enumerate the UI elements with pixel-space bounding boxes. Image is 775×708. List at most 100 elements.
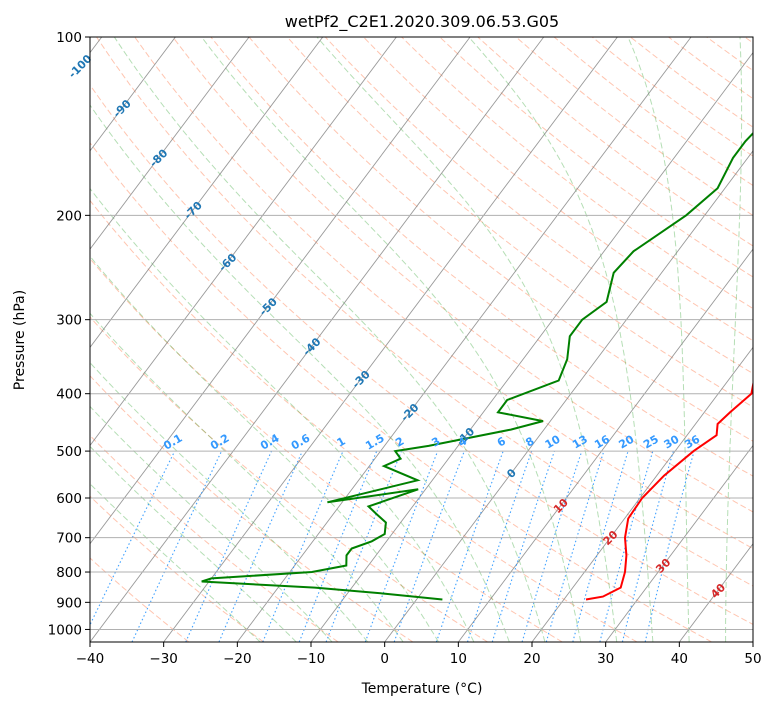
background-lines bbox=[90, 37, 753, 642]
dry-adiabat bbox=[439, 37, 753, 278]
y-axis-label: Pressure (hPa) bbox=[12, 290, 28, 390]
mixing-ratio-label: 16 bbox=[592, 432, 612, 451]
isotherm bbox=[236, 37, 692, 642]
chart-title: wetPf2_C2E1.2020.309.06.53.G05 bbox=[285, 12, 559, 32]
dry-adiabat bbox=[210, 37, 753, 477]
isotherm bbox=[90, 37, 471, 545]
profile-lines bbox=[201, 131, 753, 601]
x-tick-label: −10 bbox=[297, 651, 326, 667]
moist-adiabat bbox=[90, 361, 369, 642]
y-axis: 100 200 300 400 500 600 700 800 900 1000 bbox=[48, 30, 90, 638]
dry-adiabat bbox=[90, 199, 638, 642]
mixing-ratio-label: 2 bbox=[393, 435, 406, 450]
dry-adiabat bbox=[90, 375, 414, 642]
mixing-ratio-label: 10 bbox=[543, 432, 563, 451]
mixing-ratio-label: 0.6 bbox=[289, 431, 313, 452]
moist-adiabat bbox=[90, 483, 261, 642]
isotherm-label: -20 bbox=[398, 401, 421, 424]
dry-adiabat bbox=[90, 84, 753, 625]
moist-adiabat bbox=[725, 37, 743, 642]
moist-adiabat bbox=[90, 104, 510, 642]
x-tick-label: 20 bbox=[523, 651, 540, 667]
isotherm-label: -80 bbox=[147, 146, 170, 169]
mixing-ratio-line bbox=[435, 450, 504, 642]
isotherm bbox=[90, 37, 176, 152]
dry-adiabat bbox=[90, 142, 712, 642]
temperature-line bbox=[585, 379, 753, 601]
moist-adiabat bbox=[468, 37, 654, 642]
y-tick-label: 100 bbox=[56, 30, 82, 46]
isotherm-label-warm: 20 bbox=[601, 528, 621, 548]
mixing-ratio-line bbox=[572, 450, 629, 642]
dry-adiabat bbox=[401, 37, 753, 310]
isotherm-label: -50 bbox=[257, 295, 280, 318]
x-tick-label: 0 bbox=[380, 651, 389, 667]
mixing-ratio-line bbox=[364, 450, 439, 642]
mixing-ratio-line bbox=[545, 450, 605, 642]
isotherm bbox=[90, 37, 545, 642]
dry-adiabat bbox=[96, 37, 753, 587]
moist-adiabat bbox=[90, 445, 297, 642]
y-tick-label: 700 bbox=[56, 531, 82, 547]
isotherm-label: -90 bbox=[111, 97, 134, 120]
mixing-ratio-label: 20 bbox=[616, 432, 636, 451]
mixing-ratio-label: 0.2 bbox=[208, 432, 231, 453]
isotherm-label-warm: 30 bbox=[653, 556, 673, 576]
isotherm bbox=[384, 150, 753, 642]
x-tick-label: 40 bbox=[671, 651, 688, 667]
isotherm bbox=[752, 641, 753, 642]
dry-adiabat bbox=[363, 37, 753, 342]
mixing-ratio-label: 1 bbox=[335, 435, 348, 450]
mixing-ratio-label: 1.5 bbox=[363, 432, 386, 453]
isotherm bbox=[90, 37, 397, 447]
dry-adiabat bbox=[90, 257, 563, 642]
moist-adiabat bbox=[90, 255, 439, 642]
mixing-ratio-label: 0.1 bbox=[161, 432, 184, 453]
y-tick-label: 600 bbox=[56, 491, 82, 507]
isotherm-label: -60 bbox=[216, 251, 239, 274]
mixing-ratio-label: 13 bbox=[570, 433, 590, 452]
isotherm-label: 0 bbox=[504, 466, 519, 481]
x-tick-label: 30 bbox=[597, 651, 614, 667]
y-tick-label: 500 bbox=[56, 444, 82, 460]
mixing-ratio-label: 3 bbox=[429, 435, 442, 450]
isotherm-label: -40 bbox=[300, 335, 323, 358]
dry-adiabat bbox=[706, 37, 753, 72]
mixing-ratio-label: 25 bbox=[641, 433, 661, 452]
isotherm-label: -30 bbox=[350, 368, 373, 391]
moist-adiabat bbox=[90, 187, 475, 642]
dry-adiabat bbox=[90, 495, 264, 642]
dry-adiabat bbox=[668, 37, 753, 100]
x-tick-label: 50 bbox=[744, 651, 761, 667]
y-tick-label: 200 bbox=[56, 208, 82, 224]
mixing-ratio-line bbox=[90, 450, 176, 627]
y-tick-label: 1000 bbox=[48, 622, 82, 638]
dry-adiabat bbox=[172, 37, 753, 513]
x-axis-label: Temperature (°C) bbox=[361, 681, 483, 697]
isotherm bbox=[310, 51, 753, 642]
x-tick-label: 10 bbox=[450, 651, 467, 667]
mixing-ratio-line bbox=[185, 450, 273, 642]
y-tick-label: 800 bbox=[56, 565, 82, 581]
isotherm-label-warm: 10 bbox=[551, 496, 571, 516]
mixing-ratio-line bbox=[599, 450, 654, 642]
mixing-ratio-line bbox=[131, 450, 223, 642]
mixing-ratio-line bbox=[621, 450, 674, 642]
x-tick-label: −20 bbox=[223, 651, 252, 667]
plot-frame bbox=[89, 36, 754, 643]
x-tick-label: −30 bbox=[149, 651, 178, 667]
pressure-gridlines bbox=[90, 37, 753, 630]
mixing-ratio-line bbox=[393, 450, 465, 642]
x-axis: −40 −30 −20 −10 0 10 20 30 40 50 bbox=[76, 642, 762, 667]
isotherm bbox=[163, 37, 618, 642]
mixing-ratio-line bbox=[491, 450, 555, 642]
mixing-ratio-line bbox=[262, 450, 344, 642]
x-tick-label: −40 bbox=[76, 651, 105, 667]
y-tick-label: 300 bbox=[56, 313, 82, 329]
isotherm bbox=[605, 444, 753, 642]
isotherm-label: -70 bbox=[182, 199, 205, 222]
isotherm bbox=[90, 37, 324, 349]
mixing-ratio-line bbox=[298, 450, 378, 642]
moist-adiabat bbox=[90, 312, 404, 642]
